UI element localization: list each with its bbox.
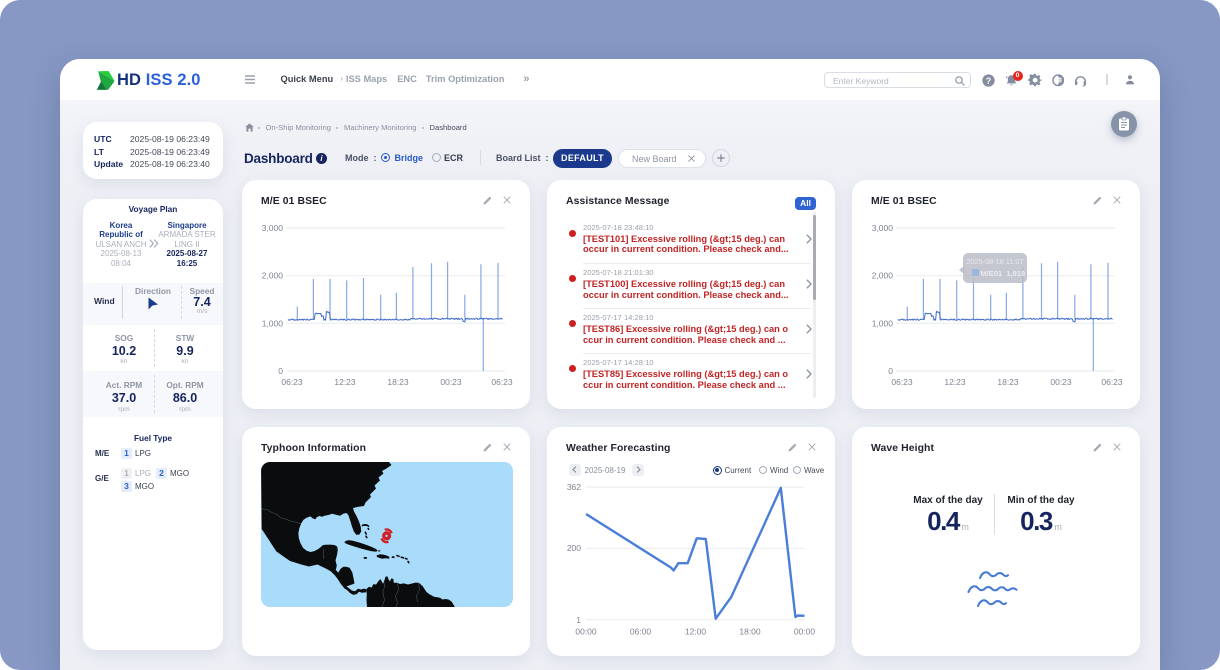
svg-text:2,000: 2,000: [872, 271, 894, 281]
svg-text:0: 0: [278, 366, 283, 376]
svg-text:00:00: 00:00: [575, 627, 597, 637]
svg-text:0: 0: [888, 366, 893, 376]
svg-text:362: 362: [567, 482, 581, 492]
svg-text:06:23: 06:23: [491, 377, 513, 387]
svg-text:06:23: 06:23: [281, 377, 303, 387]
svg-text:200: 200: [567, 543, 581, 553]
svg-text:12:23: 12:23: [944, 377, 966, 387]
svg-text:1: 1: [576, 615, 581, 625]
svg-text:00:00: 00:00: [794, 627, 816, 637]
svg-text:18:00: 18:00: [739, 627, 761, 637]
svg-text:3,000: 3,000: [872, 223, 894, 233]
svg-text:06:23: 06:23: [1101, 377, 1123, 387]
svg-text:06:00: 06:00: [630, 627, 652, 637]
svg-text:12:00: 12:00: [685, 627, 707, 637]
svg-text:1,000: 1,000: [262, 318, 284, 328]
svg-text:00:23: 00:23: [1050, 377, 1072, 387]
svg-text:00:23: 00:23: [440, 377, 462, 387]
svg-text:12:23: 12:23: [334, 377, 356, 387]
svg-text:3,000: 3,000: [262, 223, 284, 233]
svg-text:2,000: 2,000: [262, 271, 284, 281]
svg-text:18:23: 18:23: [387, 377, 409, 387]
svg-text:06:23: 06:23: [891, 377, 913, 387]
svg-text:1,000: 1,000: [872, 318, 894, 328]
svg-text:?: ?: [985, 75, 990, 85]
svg-text:18:23: 18:23: [997, 377, 1019, 387]
